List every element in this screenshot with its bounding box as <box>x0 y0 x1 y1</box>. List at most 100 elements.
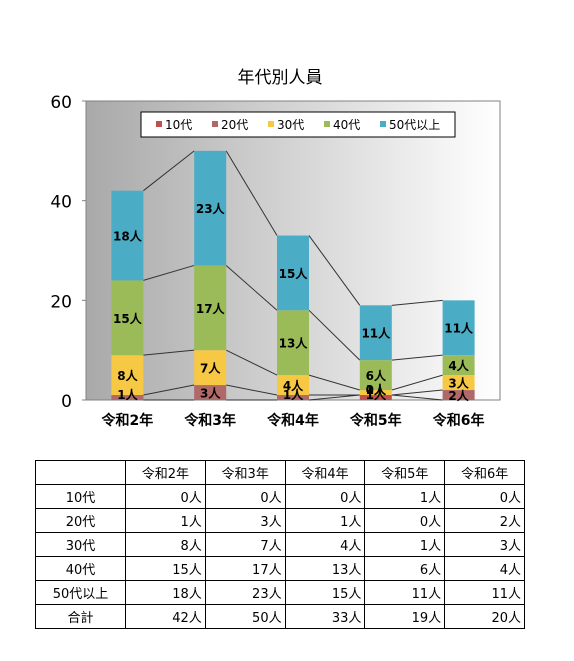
table-cell: 15人 <box>284 580 366 605</box>
table-cell: 50人 <box>204 604 286 629</box>
data-label: 1人 <box>366 387 387 402</box>
bar-segment <box>111 190 144 281</box>
table-cell: 11人 <box>364 580 446 605</box>
legend-label: 20代 <box>221 118 248 132</box>
x-tick-label: 令和3年 <box>183 412 236 429</box>
table-cell: 4人 <box>284 532 366 557</box>
data-label: 1人 <box>366 382 387 397</box>
legend-swatch <box>380 121 386 127</box>
table-cell: 1人 <box>284 508 366 533</box>
bar-segment <box>359 305 392 361</box>
table-cell: 33人 <box>284 604 366 629</box>
y-tick-label: 0 <box>61 392 72 412</box>
table-cell: 17人 <box>204 556 286 581</box>
bar-segment <box>277 375 309 396</box>
series-line <box>391 389 443 396</box>
data-label: 7人 <box>200 361 221 376</box>
table-cell: 1人 <box>125 508 206 533</box>
bar-segment <box>111 355 144 396</box>
table-cell: 0人 <box>284 484 366 509</box>
table-header-cell: 令和4年 <box>284 460 366 485</box>
table-row-label: 40代 <box>35 556 126 581</box>
table-cell: 1人 <box>364 484 446 509</box>
x-tick-label: 令和6年 <box>432 412 485 429</box>
series-line <box>391 299 443 306</box>
table-cell: 13人 <box>284 556 366 581</box>
series-line <box>308 374 360 391</box>
table-cell: 3人 <box>204 508 286 533</box>
bar-segment <box>442 375 475 391</box>
data-label: 15人 <box>279 266 309 281</box>
y-tick-label: 40 <box>50 193 72 213</box>
series-line <box>308 235 361 306</box>
series-line <box>391 354 443 361</box>
series-line <box>225 150 278 236</box>
x-tick-label: 令和4年 <box>266 412 319 429</box>
table-header-cell <box>35 460 126 485</box>
table-cell: 15人 <box>125 556 206 581</box>
y-tick-label: 60 <box>50 93 72 113</box>
table-row: 10代 0人 0人 0人 1人 0人 <box>35 484 525 509</box>
table-header-cell: 令和2年 <box>125 460 206 485</box>
data-label: 18人 <box>113 229 143 244</box>
data-label: 15人 <box>113 311 143 326</box>
table-header-cell: 令和3年 <box>204 460 286 485</box>
series-line <box>226 384 278 396</box>
legend-swatch <box>324 121 330 127</box>
table-header-cell: 令和6年 <box>444 460 525 485</box>
legend: 10代 20代 30代 40代 50代以上 <box>140 111 456 138</box>
bar-segment <box>442 390 475 400</box>
bar-segment <box>194 385 227 400</box>
data-label: 6人 <box>366 368 387 383</box>
series-line <box>225 265 278 311</box>
series-line <box>143 150 195 192</box>
chart-title: 年代別人員 <box>238 68 323 88</box>
table-cell: 4人 <box>444 556 525 581</box>
legend-label: 30代 <box>277 118 304 132</box>
data-label: 0人 <box>366 382 387 397</box>
bar-segment <box>194 350 227 386</box>
data-label: 2人 <box>448 388 469 403</box>
table-row: 50代以上 18人 23人 15人 11人 11人 <box>35 580 525 605</box>
series-line <box>391 394 443 401</box>
table-cell: 18人 <box>125 580 206 605</box>
legend-label: 10代 <box>165 118 192 132</box>
table-cell: 19人 <box>364 604 446 629</box>
x-tick-label: 令和2年 <box>101 412 154 429</box>
table-cell: 3人 <box>444 532 525 557</box>
table-header-row: 令和2年 令和3年 令和4年 令和5年 令和6年 <box>35 460 525 485</box>
table-cell: 6人 <box>364 556 446 581</box>
table-cell: 23人 <box>204 580 286 605</box>
table-row-label: 30代 <box>35 532 126 557</box>
series-line <box>308 309 361 361</box>
summary-table: 令和2年 令和3年 令和4年 令和5年 令和6年 10代 0人 0人 0人 1人 0人 20代 1人 3… <box>35 460 525 629</box>
series-line <box>391 374 443 391</box>
bar-segment <box>277 310 309 376</box>
table-row-label: 10代 <box>35 484 126 509</box>
data-label: 11人 <box>444 321 474 336</box>
legend-swatch <box>212 121 218 127</box>
bar-segment <box>111 280 144 356</box>
series-line <box>143 384 195 396</box>
x-tick-label: 令和5年 <box>349 412 402 429</box>
table-cell: 0人 <box>364 508 446 533</box>
data-label: 3人 <box>448 376 469 391</box>
data-label: 17人 <box>196 301 226 316</box>
table-row-label: 20代 <box>35 508 126 533</box>
bar-segment <box>359 360 392 391</box>
table-cell: 20人 <box>444 604 525 629</box>
table-cell: 0人 <box>204 484 286 509</box>
data-label: 4人 <box>448 358 469 373</box>
bar-segment <box>194 265 227 351</box>
legend-box <box>140 111 456 138</box>
data-label: 3人 <box>200 386 221 401</box>
series-line <box>143 349 195 356</box>
data-label: 23人 <box>196 201 226 216</box>
bar-segment <box>277 395 309 400</box>
table-cell: 8人 <box>125 532 206 557</box>
bar-segment <box>359 390 392 396</box>
table-header-cell: 令和5年 <box>364 460 446 485</box>
data-label: 1人 <box>117 387 138 402</box>
y-tick-label: 20 <box>50 292 72 312</box>
